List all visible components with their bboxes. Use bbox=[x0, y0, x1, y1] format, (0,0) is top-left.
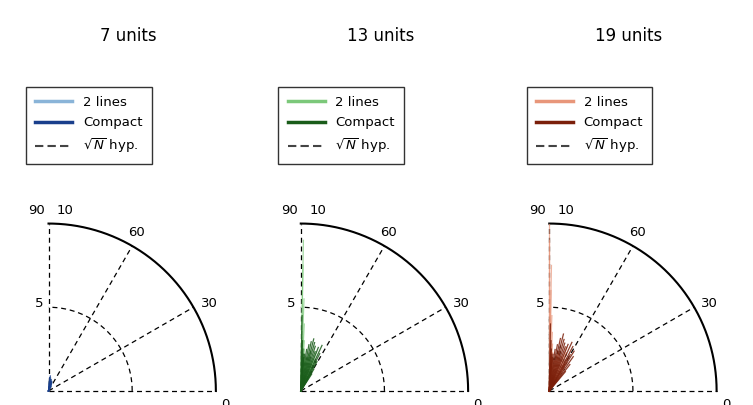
Text: 5: 5 bbox=[535, 297, 544, 310]
Text: 0: 0 bbox=[721, 398, 730, 405]
Text: 30: 30 bbox=[201, 296, 218, 309]
Text: 30: 30 bbox=[453, 296, 470, 309]
Text: 60: 60 bbox=[128, 226, 145, 239]
Legend: 2 lines, Compact, $\sqrt{N}$ hyp.: 2 lines, Compact, $\sqrt{N}$ hyp. bbox=[527, 87, 652, 164]
Text: 10: 10 bbox=[309, 204, 326, 217]
Text: 60: 60 bbox=[629, 226, 645, 239]
Text: 5: 5 bbox=[35, 297, 44, 310]
Text: 5: 5 bbox=[287, 297, 296, 310]
Text: 19 units: 19 units bbox=[595, 28, 663, 45]
Text: 10: 10 bbox=[558, 204, 575, 217]
Text: 90: 90 bbox=[529, 204, 546, 217]
Text: 10: 10 bbox=[57, 204, 74, 217]
Text: 30: 30 bbox=[702, 296, 718, 309]
Text: 90: 90 bbox=[29, 204, 45, 217]
Legend: 2 lines, Compact, $\sqrt{N}$ hyp.: 2 lines, Compact, $\sqrt{N}$ hyp. bbox=[26, 87, 151, 164]
Text: 0: 0 bbox=[473, 398, 481, 405]
Text: 60: 60 bbox=[380, 226, 397, 239]
Text: 0: 0 bbox=[221, 398, 229, 405]
Text: 7 units: 7 units bbox=[99, 28, 157, 45]
Text: 90: 90 bbox=[281, 204, 297, 217]
Text: 13 units: 13 units bbox=[346, 28, 414, 45]
Legend: 2 lines, Compact, $\sqrt{N}$ hyp.: 2 lines, Compact, $\sqrt{N}$ hyp. bbox=[279, 87, 404, 164]
